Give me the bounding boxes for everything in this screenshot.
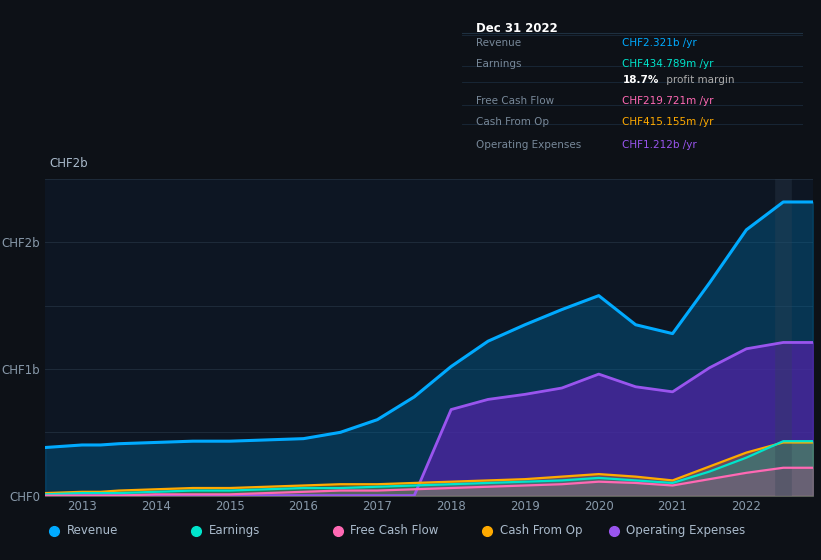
Text: Cash From Op: Cash From Op xyxy=(476,116,549,127)
Text: CHF434.789m /yr: CHF434.789m /yr xyxy=(622,59,713,69)
Text: CHF415.155m /yr: CHF415.155m /yr xyxy=(622,116,713,127)
Text: Operating Expenses: Operating Expenses xyxy=(626,524,745,537)
Text: Free Cash Flow: Free Cash Flow xyxy=(351,524,438,537)
Text: Revenue: Revenue xyxy=(476,38,521,48)
Text: CHF219.721m /yr: CHF219.721m /yr xyxy=(622,96,713,106)
Text: Earnings: Earnings xyxy=(476,59,521,69)
Text: Dec 31 2022: Dec 31 2022 xyxy=(476,22,557,35)
Text: Earnings: Earnings xyxy=(209,524,259,537)
Text: CHF2b: CHF2b xyxy=(49,157,88,170)
Text: Free Cash Flow: Free Cash Flow xyxy=(476,96,554,106)
Text: Revenue: Revenue xyxy=(67,524,118,537)
Text: Operating Expenses: Operating Expenses xyxy=(476,141,581,150)
Text: CHF1.212b /yr: CHF1.212b /yr xyxy=(622,141,697,150)
Text: CHF2.321b /yr: CHF2.321b /yr xyxy=(622,38,697,48)
Text: 18.7%: 18.7% xyxy=(622,75,658,85)
Text: Cash From Op: Cash From Op xyxy=(500,524,583,537)
Text: profit margin: profit margin xyxy=(663,75,735,85)
